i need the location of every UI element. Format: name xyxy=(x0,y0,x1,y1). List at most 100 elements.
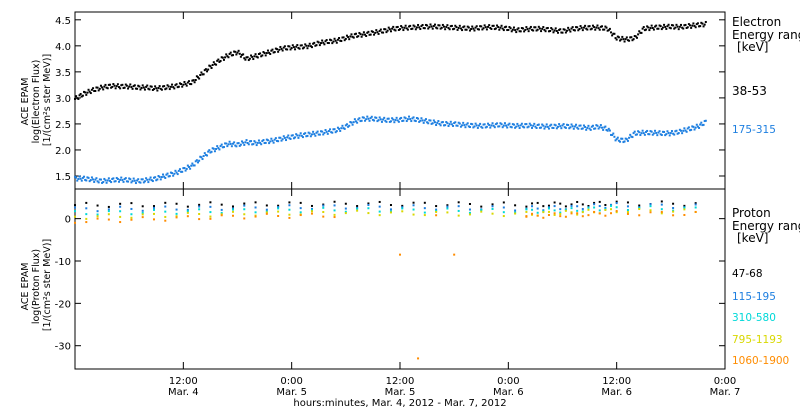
top-point xyxy=(274,137,277,140)
top-point xyxy=(138,85,141,88)
top-point xyxy=(195,75,198,78)
top-point xyxy=(367,30,370,33)
top-point xyxy=(385,120,388,123)
top-point xyxy=(334,131,337,134)
top-point xyxy=(105,86,108,89)
bottom-point xyxy=(254,211,257,214)
top-point xyxy=(415,26,418,29)
top-point xyxy=(502,124,505,127)
top-point xyxy=(424,118,427,121)
top-point xyxy=(211,147,214,150)
bottom-point xyxy=(344,207,347,210)
top-point xyxy=(536,123,539,126)
bottom-point xyxy=(615,210,618,213)
bottom-point xyxy=(610,208,613,211)
top-point xyxy=(529,124,532,127)
bottom-point xyxy=(175,208,178,211)
top-point xyxy=(641,129,644,132)
bottom-point xyxy=(610,212,613,215)
top-point xyxy=(587,25,590,28)
bottom-point xyxy=(694,210,697,213)
top-point xyxy=(616,35,619,38)
top-point xyxy=(271,48,274,51)
top-point xyxy=(665,27,668,30)
top-point xyxy=(204,153,207,156)
top-point xyxy=(490,124,493,127)
bottom-point xyxy=(457,209,460,212)
top-point xyxy=(215,147,218,150)
top-point xyxy=(465,123,468,126)
top-point xyxy=(244,58,247,61)
bottom-point xyxy=(74,204,76,207)
bottom-point xyxy=(435,214,438,217)
top-point xyxy=(224,142,227,145)
top-point xyxy=(259,52,262,55)
top-point xyxy=(253,55,256,58)
top-point xyxy=(134,182,137,185)
bottom-point xyxy=(542,216,545,219)
bottom-point xyxy=(581,211,584,214)
top-point xyxy=(493,28,496,31)
top-point xyxy=(124,83,127,86)
top-point xyxy=(396,119,399,122)
bottom-point xyxy=(141,216,144,219)
bottom-point xyxy=(626,209,629,212)
bottom-point xyxy=(570,207,573,210)
top-point xyxy=(580,26,583,29)
top-point xyxy=(400,25,403,28)
top-point xyxy=(461,124,464,127)
bottom-point xyxy=(310,209,313,212)
top-point xyxy=(505,124,508,127)
top-point xyxy=(651,133,654,136)
bottom-point xyxy=(570,211,573,214)
top-point xyxy=(437,24,440,27)
top-point xyxy=(389,30,392,33)
bottom-point xyxy=(243,202,246,205)
top-point xyxy=(209,151,212,154)
bottom-point xyxy=(254,201,257,204)
top-point xyxy=(503,122,506,125)
top-point xyxy=(291,134,294,137)
top-point xyxy=(597,27,600,30)
top-point xyxy=(508,26,511,29)
top-point xyxy=(620,137,623,140)
top-point xyxy=(417,117,420,120)
top-point xyxy=(632,38,635,41)
top-legend-title: Electron Energy range [keV] xyxy=(732,15,800,54)
top-point xyxy=(411,117,414,120)
top-point xyxy=(488,24,491,27)
top-point xyxy=(554,27,557,30)
top-point xyxy=(84,178,87,181)
top-point xyxy=(379,28,382,31)
bottom-ytick-label-1: -20 xyxy=(55,299,71,310)
top-point xyxy=(514,126,517,129)
top-point xyxy=(422,27,425,30)
bottom-point xyxy=(130,202,133,205)
top-point xyxy=(570,123,573,126)
bottom-point xyxy=(107,210,110,213)
top-point xyxy=(440,121,443,124)
top-point xyxy=(81,94,84,97)
top-point xyxy=(369,33,372,36)
top-point xyxy=(85,179,88,182)
top-point xyxy=(619,39,622,42)
top-point xyxy=(81,176,84,179)
top-point xyxy=(593,26,596,29)
top-point xyxy=(362,116,365,119)
top-point xyxy=(218,148,221,151)
top-point xyxy=(301,47,304,50)
top-point xyxy=(445,25,448,28)
top-point xyxy=(183,80,186,83)
top-point xyxy=(217,58,220,61)
bottom-point xyxy=(559,215,562,218)
top-point xyxy=(185,167,188,170)
top-point xyxy=(88,180,91,183)
top-point xyxy=(234,144,237,147)
top-point xyxy=(589,128,592,131)
top-point xyxy=(274,47,277,50)
top-point xyxy=(617,36,620,39)
top-legend-38-53: 38-53 xyxy=(732,84,767,98)
top-point xyxy=(664,134,667,137)
bottom-point xyxy=(356,205,359,208)
top-point xyxy=(520,122,523,125)
